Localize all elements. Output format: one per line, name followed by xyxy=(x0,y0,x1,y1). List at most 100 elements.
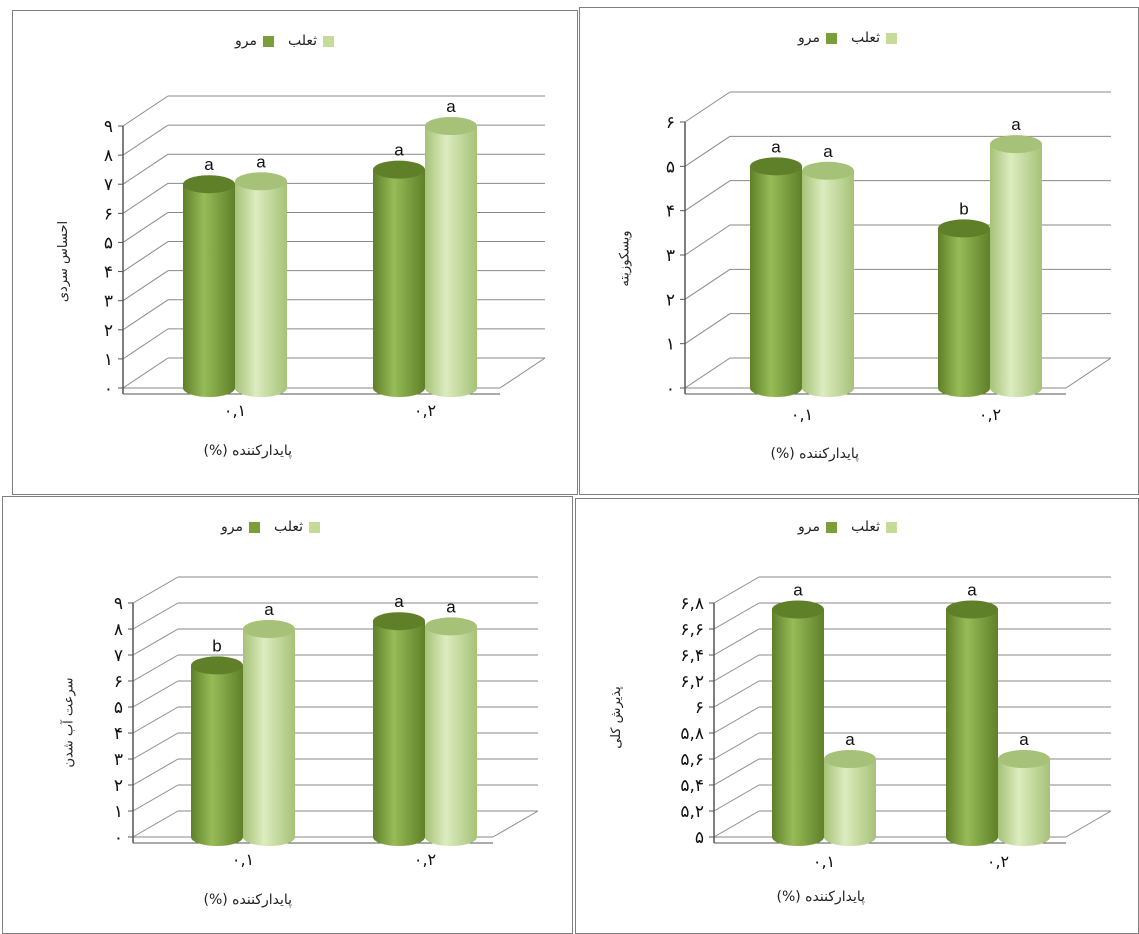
bar-base xyxy=(750,379,802,397)
y-tick-label: ۹ xyxy=(104,117,113,137)
significance-letter: a xyxy=(823,142,833,161)
bar-body xyxy=(824,759,876,837)
bar-salep-1 xyxy=(998,750,1050,846)
bar-marv-1 xyxy=(373,161,425,397)
y-tick-label: ۶,۴ xyxy=(680,646,704,666)
grid-depth-line xyxy=(123,329,168,359)
bar-body xyxy=(802,171,854,388)
y-tick-label: ۶ xyxy=(666,113,675,133)
grid-depth-line xyxy=(133,759,178,785)
bar-marv-0 xyxy=(750,157,802,397)
grid-depth-line xyxy=(714,603,759,629)
grid-depth-line xyxy=(133,707,178,733)
grid-depth-line xyxy=(123,271,168,301)
grid-depth-line xyxy=(685,136,730,166)
grid-depth-line xyxy=(123,300,168,330)
grid-depth-line xyxy=(714,655,759,681)
x-tick-label: ۰,۱ xyxy=(232,850,254,869)
chart-panel-overall-acceptance: ثعلب مرو ۵ ۵,۲ ۵,۴ ۵,۶ ۵,۸ ۶ ۶,۲ ۶,۴ ۶,۶ ۶,۸ a a ۰,۱ a a… xyxy=(575,498,1139,934)
grid-depth-line xyxy=(123,242,168,272)
grid-depth-line xyxy=(123,96,168,126)
significance-letter: a xyxy=(967,581,977,600)
grid-depth-line xyxy=(133,785,178,811)
floor-right-edge xyxy=(1066,811,1111,837)
bar-cap xyxy=(373,161,425,179)
bar-salep-1 xyxy=(425,117,477,397)
grid-depth-line xyxy=(714,733,759,759)
significance-letter: b xyxy=(212,636,221,655)
significance-letter: a xyxy=(446,97,456,116)
x-tick-label: ۰,۱ xyxy=(224,401,246,420)
y-tick-label: ۵ xyxy=(104,233,113,253)
grid-depth-line xyxy=(133,629,178,655)
bar-cap xyxy=(946,601,998,619)
significance-letter: a xyxy=(1019,730,1029,749)
chart-panel-cold-sensation: ثعلب مرو ۰ ۱ ۲ ۳ ۴ ۵ ۶ ۷ ۸ ۹ a a ۰,۱ a a ۰,۲ احساس سردی پای… xyxy=(12,10,578,495)
y-tick-label: ۳ xyxy=(114,750,123,770)
bar-body xyxy=(425,626,477,837)
bar-cap xyxy=(243,620,295,638)
significance-letter: a xyxy=(256,152,266,171)
grid-depth-line xyxy=(123,212,168,242)
grid-depth-line xyxy=(685,92,730,122)
grid-depth-line xyxy=(133,733,178,759)
x-tick-label: ۰,۱ xyxy=(813,852,835,871)
y-axis-label: پذیرش کلی xyxy=(608,686,623,749)
y-tick-label: ۶,۸ xyxy=(680,594,704,614)
bar-salep-0 xyxy=(802,162,854,397)
y-tick-label: ۹ xyxy=(114,594,123,614)
y-tick-label: ۵,۶ xyxy=(680,750,704,770)
y-tick-label: ۵,۴ xyxy=(680,776,704,796)
bar-cap xyxy=(938,219,990,237)
y-tick-label: ۰ xyxy=(666,379,675,399)
grid-depth-line xyxy=(133,811,178,837)
bar-base xyxy=(990,379,1042,397)
significance-letter: a xyxy=(446,597,456,616)
grid-depth-line xyxy=(714,629,759,655)
significance-letter: a xyxy=(204,155,214,174)
y-tick-label: ۰ xyxy=(104,379,113,399)
grid-depth-line xyxy=(714,577,759,603)
bar-body xyxy=(946,610,998,838)
y-tick-label: ۵,۲ xyxy=(680,802,704,822)
bar-salep-1 xyxy=(425,617,477,846)
x-tick-label: ۰,۲ xyxy=(414,401,436,420)
bar-marv-1 xyxy=(946,601,998,847)
bar-marv-0 xyxy=(772,601,824,847)
grid-depth-line xyxy=(714,759,759,785)
y-tick-label: ۰ xyxy=(114,828,123,848)
grid-depth-line xyxy=(685,314,730,344)
y-tick-label: ۶ xyxy=(114,672,123,692)
bar-cap xyxy=(750,157,802,175)
bar-base xyxy=(946,828,998,846)
bar-body xyxy=(243,629,295,837)
y-tick-label: ۶,۲ xyxy=(680,672,704,692)
bar-marv-0 xyxy=(183,175,235,397)
y-axis-label: احساس سردی xyxy=(56,220,71,301)
bar-base xyxy=(425,828,477,846)
bar-base xyxy=(802,379,854,397)
bar-base xyxy=(998,828,1050,846)
grid-depth-line xyxy=(685,225,730,255)
bar-cap xyxy=(235,172,287,190)
bar-salep-0 xyxy=(243,620,295,846)
y-tick-label: ۶,۶ xyxy=(680,620,704,640)
y-tick-label: ۳ xyxy=(104,292,113,312)
significance-letter: a xyxy=(771,137,781,156)
y-tick-label: ۵ xyxy=(666,157,675,177)
bar-chart: ۰۱۲۳۴۵۶۷۸۹ba۰,۱a a۰,۲ xyxy=(3,497,572,933)
grid-depth-line xyxy=(133,603,178,629)
y-tick-label: ۲ xyxy=(104,321,113,341)
bar-cap xyxy=(990,135,1042,153)
bar-body xyxy=(998,759,1050,837)
y-tick-label: ۵ xyxy=(114,698,123,718)
y-tick-label: ۷ xyxy=(114,646,123,666)
significance-letter: a xyxy=(394,141,404,160)
bar-salep-1 xyxy=(990,135,1042,397)
bar-base xyxy=(373,379,425,397)
y-tick-label: ۷ xyxy=(104,175,113,195)
bar-body xyxy=(183,184,235,388)
grid-depth-line xyxy=(685,358,730,388)
bar-cap xyxy=(425,117,477,135)
bar-cap xyxy=(998,750,1050,768)
